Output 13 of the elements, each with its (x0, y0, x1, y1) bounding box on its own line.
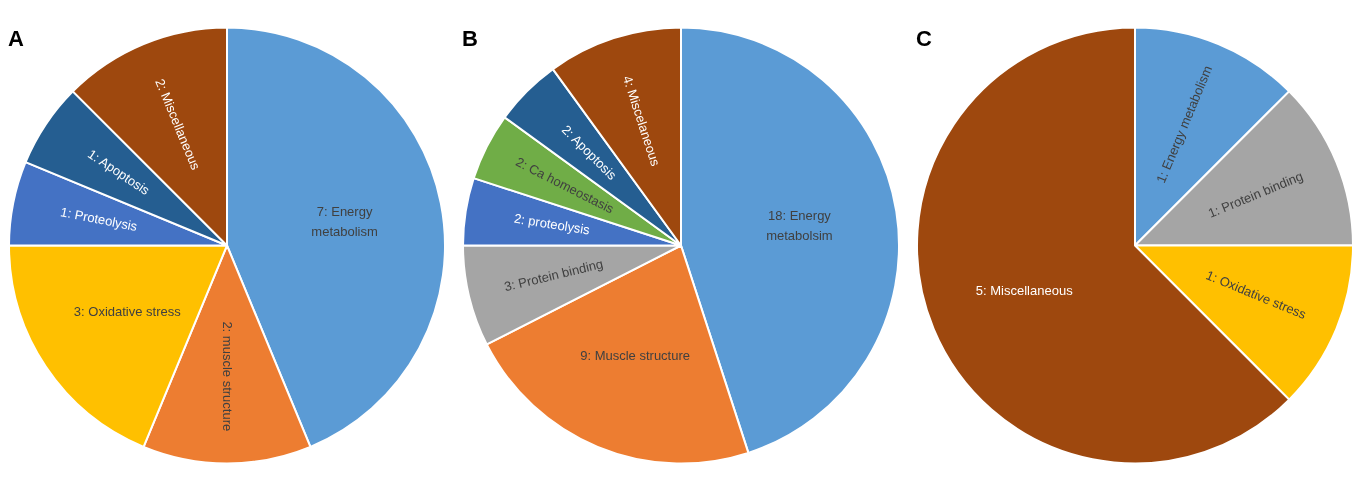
slice-label: 2: muscle structure (220, 321, 236, 432)
slice-label: 9: Muscle structure (580, 347, 691, 363)
slice-label: 5: Miscellaneous (975, 282, 1074, 298)
chart-title: B (462, 26, 478, 52)
slice-label: 3: Oxidative stress (73, 303, 182, 319)
chart-title: C (916, 26, 932, 52)
slice-label: 1: Protein binding (1205, 168, 1306, 221)
slice-label: 7: Energy metabolism (311, 203, 378, 239)
slice-label: 1: Proteolysis (59, 204, 140, 235)
slice-label: 3: Protein binding (502, 256, 605, 295)
chart-title: A (8, 26, 24, 52)
slice-label: 2: proteolysis (513, 210, 592, 238)
slice-label: 18: Energy metabolsim (766, 208, 833, 244)
